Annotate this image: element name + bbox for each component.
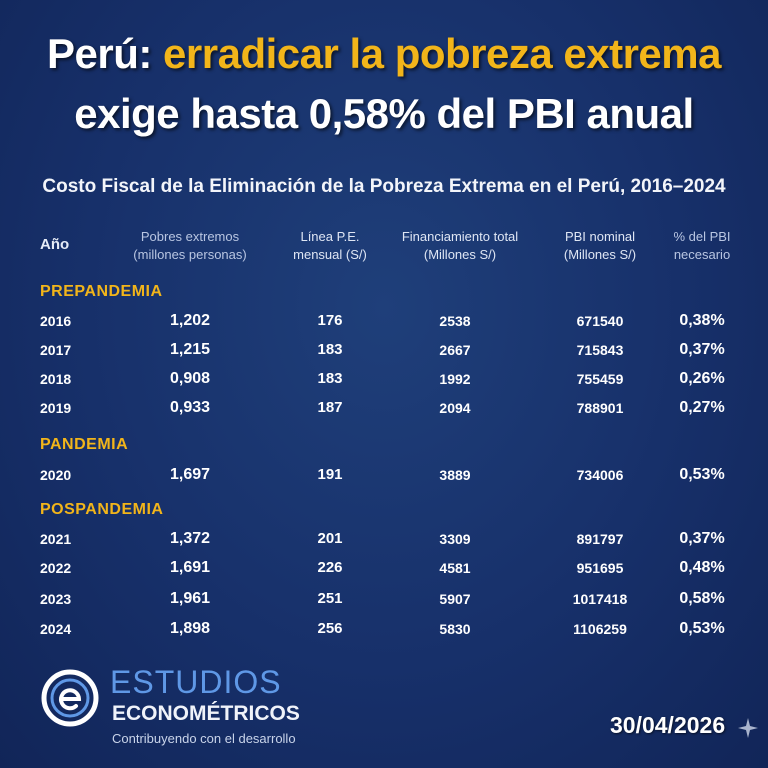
title-country: Perú:	[47, 30, 152, 77]
cell-pbi: 1106259	[573, 621, 627, 637]
cell-pbi: 788901	[576, 400, 624, 416]
cell-pobres: 1,898	[169, 620, 211, 637]
title-accent: erradicar la pobreza extrema	[163, 30, 721, 77]
header-pct-line1: % del PBI	[673, 229, 731, 244]
cell-financiamiento: 4581	[439, 560, 471, 576]
header-linea: Línea P.E. mensual (S/)	[270, 228, 390, 264]
header-linea-line1: Línea P.E.	[300, 229, 360, 244]
cell-pobres: 0,908	[169, 370, 211, 387]
header-pbi: PBI nominal (Millones S/)	[540, 228, 660, 264]
section-prepandemia: PREPANDEMIA	[40, 283, 163, 300]
cell-pbi: 1017418	[572, 591, 628, 607]
cell-financiamiento: 1992	[439, 371, 471, 387]
header-year: Año	[40, 236, 70, 253]
header-fin-line1: Financiamiento total	[401, 229, 519, 244]
cell-financiamiento: 3889	[439, 467, 471, 483]
cell-pobres: 1,215	[169, 341, 211, 358]
cell-linea: 183	[317, 370, 343, 387]
cell-financiamiento: 5907	[439, 591, 471, 607]
cell-pobres: 1,372	[169, 530, 211, 547]
header-financiamiento: Financiamiento total (Millones S/)	[380, 228, 540, 264]
section-pospandemia: POSPANDEMIA	[40, 501, 164, 518]
cell-pbi: 951695	[576, 560, 624, 576]
cell-linea: 183	[317, 341, 343, 358]
header-pbi-line1: PBI nominal	[564, 229, 636, 244]
sparkle-icon	[738, 718, 758, 738]
header-pbi-line2: (Millones S/)	[563, 247, 637, 262]
cell-pct: 0,37%	[679, 530, 725, 547]
table-row: 2019 0,933 187 2094 788901 0,27%	[0, 396, 768, 420]
cell-pobres: 0,933	[169, 399, 211, 416]
page-title-line1: Perú: erradicar la pobreza extrema	[0, 30, 768, 78]
cell-year: 2020	[40, 467, 72, 483]
table-row: 2021 1,372 201 3309 891797 0,37%	[0, 527, 768, 551]
header-pct-line2: necesario	[673, 247, 731, 262]
header-pct: % del PBI necesario	[652, 228, 752, 264]
brand-name-line1: ESTUDIOS	[110, 664, 282, 700]
cell-financiamiento: 2094	[439, 400, 471, 416]
cell-linea: 191	[317, 466, 343, 483]
cell-pct: 0,53%	[679, 620, 725, 637]
cell-linea: 201	[317, 530, 343, 547]
header-linea-line2: mensual (S/)	[293, 247, 367, 262]
cell-year: 2016	[40, 313, 72, 329]
table-row: 2018 0,908 183 1992 755459 0,26%	[0, 367, 768, 391]
cell-pct: 0,37%	[679, 341, 725, 358]
cell-pbi: 891797	[576, 531, 624, 547]
cell-pobres: 1,691	[169, 559, 211, 576]
table-subtitle: Costo Fiscal de la Eliminación de la Pob…	[42, 176, 726, 197]
cell-financiamiento: 3309	[439, 531, 471, 547]
table-row: 2020 1,697 191 3889 734006 0,53%	[0, 463, 768, 487]
cell-pct: 0,48%	[679, 559, 725, 576]
cell-linea: 176	[317, 312, 343, 329]
cell-pct: 0,58%	[679, 590, 725, 607]
header-pobres: Pobres extremos (millones personas)	[110, 228, 270, 264]
table-row: 2023 1,961 251 5907 1017418 0,58%	[0, 587, 768, 611]
cell-linea: 256	[317, 620, 343, 637]
cell-year: 2021	[40, 531, 72, 547]
cell-financiamiento: 2667	[439, 342, 471, 358]
cell-year: 2018	[40, 371, 72, 387]
cell-pbi: 734006	[576, 467, 624, 483]
cell-pobres: 1,961	[169, 590, 211, 607]
brand-tagline: Contribuyendo con el desarrollo	[112, 731, 296, 746]
cell-pbi: 755459	[576, 371, 624, 387]
cell-pobres: 1,202	[169, 312, 211, 329]
cell-linea: 251	[317, 590, 343, 607]
table-row: 2022 1,691 226 4581 951695 0,48%	[0, 556, 768, 580]
table-row: 2024 1,898 256 5830 1106259 0,53%	[0, 617, 768, 641]
table-row: 2016 1,202 176 2538 671540 0,38%	[0, 309, 768, 333]
cell-pbi: 671540	[576, 313, 624, 329]
cell-year: 2022	[40, 560, 72, 576]
cell-pct: 0,26%	[679, 370, 725, 387]
cell-linea: 226	[317, 559, 343, 576]
cell-pct: 0,53%	[679, 466, 725, 483]
cell-year: 2019	[40, 400, 72, 416]
page-title-line2: exige hasta 0,58% del PBI anual	[74, 90, 694, 137]
section-pandemia: PANDEMIA	[40, 436, 129, 453]
header-pobres-line2: (millones personas)	[133, 247, 247, 262]
cell-pct: 0,38%	[679, 312, 725, 329]
cell-financiamiento: 5830	[439, 621, 471, 637]
cell-year: 2017	[40, 342, 72, 358]
cell-pbi: 715843	[576, 342, 624, 358]
e-logo-icon	[41, 669, 99, 727]
header-pobres-line1: Pobres extremos	[140, 229, 240, 244]
cell-pct: 0,27%	[679, 399, 725, 416]
header-fin-line2: (Millones S/)	[423, 247, 497, 262]
table-row: 2017 1,215 183 2667 715843 0,37%	[0, 338, 768, 362]
cell-year: 2024	[40, 621, 72, 637]
cell-year: 2023	[40, 591, 72, 607]
cell-pobres: 1,697	[169, 466, 211, 483]
brand-name-line2: ECONOMÉTRICOS	[112, 702, 300, 725]
cell-linea: 187	[317, 399, 343, 416]
publish-date: 30/04/2026	[610, 712, 726, 738]
cell-financiamiento: 2538	[439, 313, 471, 329]
